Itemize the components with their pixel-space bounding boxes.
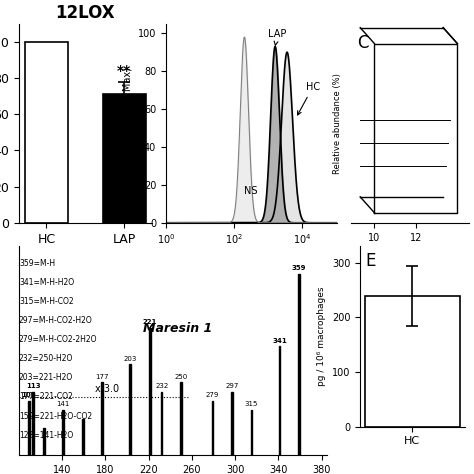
Bar: [25, 42, 68, 223]
Bar: [180, 383, 182, 455]
Y-axis label: Cell counts ( % of Max): Cell counts ( % of Max): [122, 67, 132, 180]
Bar: [101, 383, 103, 455]
Text: 232=250-H2O: 232=250-H2O: [19, 355, 73, 364]
Text: 203: 203: [124, 356, 137, 362]
Text: 221: 221: [143, 319, 157, 326]
Text: 250: 250: [174, 374, 188, 380]
Text: Maresin 1: Maresin 1: [143, 322, 212, 335]
Bar: [28, 401, 29, 455]
Title: 12LOX: 12LOX: [55, 4, 115, 22]
Text: 123=141-H2O: 123=141-H2O: [19, 430, 73, 439]
Text: LAP: LAP: [268, 29, 287, 46]
Text: 232: 232: [155, 383, 168, 389]
Bar: [103, 94, 146, 223]
Bar: [231, 392, 233, 455]
Text: 297=M-H-CO2-H2O: 297=M-H-CO2-H2O: [19, 316, 93, 325]
Bar: [32, 392, 34, 455]
Text: NS: NS: [245, 186, 258, 196]
Text: 315=M-H-CO2: 315=M-H-CO2: [19, 297, 73, 306]
Bar: [82, 419, 83, 455]
X-axis label: 12LOX levels (MFI units): 12LOX levels (MFI units): [192, 252, 310, 262]
Text: 315: 315: [245, 401, 258, 407]
Text: 177: 177: [95, 374, 109, 380]
Text: 203=221-H2O: 203=221-H2O: [19, 374, 73, 383]
Text: 341=M-H-H2O: 341=M-H-H2O: [19, 278, 74, 287]
Text: **: **: [117, 64, 131, 78]
Text: 141: 141: [56, 401, 70, 407]
Bar: [43, 428, 45, 455]
Bar: [212, 401, 213, 455]
Text: Relative abundance (%): Relative abundance (%): [333, 73, 342, 173]
Text: 279: 279: [206, 392, 219, 398]
Text: 341: 341: [272, 337, 287, 344]
Y-axis label: pg / 10⁶ macrophages: pg / 10⁶ macrophages: [318, 287, 327, 386]
Text: 359=M-H: 359=M-H: [19, 259, 55, 268]
Bar: [279, 346, 280, 455]
Text: E: E: [365, 252, 376, 270]
Bar: [161, 392, 163, 455]
Text: 177=221-CO2: 177=221-CO2: [19, 392, 73, 401]
Bar: [63, 410, 64, 455]
Text: 297: 297: [225, 383, 238, 389]
Bar: [129, 365, 131, 455]
Text: C: C: [356, 34, 368, 52]
Text: x 3.0: x 3.0: [95, 383, 119, 393]
Text: 159=221-H2O-CO2: 159=221-H2O-CO2: [19, 411, 92, 420]
Bar: [251, 410, 252, 455]
Bar: [365, 296, 460, 427]
Text: 359: 359: [292, 265, 306, 271]
Bar: [149, 328, 151, 455]
Bar: [298, 273, 300, 455]
Text: HC: HC: [298, 82, 320, 115]
Text: 113: 113: [26, 383, 40, 389]
Text: 109: 109: [21, 392, 36, 398]
Text: 279=M-H-CO2-2H2O: 279=M-H-CO2-2H2O: [19, 335, 98, 344]
